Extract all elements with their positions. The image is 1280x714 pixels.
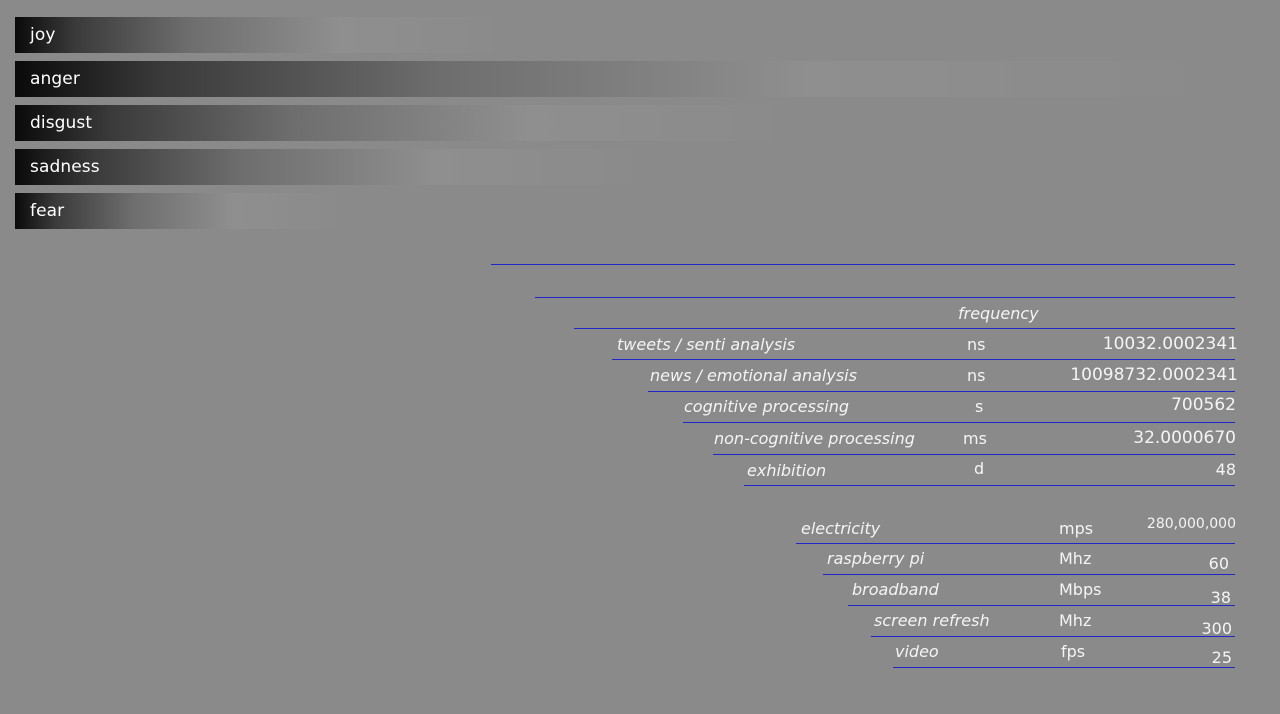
row-unit: ns <box>967 335 986 354</box>
row-unit: Mhz <box>1059 611 1092 630</box>
emotion-bar-joy: joy <box>15 17 515 53</box>
row-name: video <box>895 642 939 661</box>
rule-line <box>491 264 1235 265</box>
rule-line <box>713 454 1235 455</box>
emotion-bar-fear: fear <box>15 193 351 229</box>
emotion-label: fear <box>30 201 65 221</box>
row-name: screen refresh <box>874 611 990 630</box>
rule-line <box>871 636 1235 637</box>
row-value: 25 <box>1211 648 1232 667</box>
row-value: 48 <box>1215 460 1236 479</box>
row-unit: Mhz <box>1059 549 1092 568</box>
emotion-bar-fill <box>15 149 662 185</box>
row-unit: fps <box>1061 642 1086 661</box>
rule-line <box>683 422 1235 423</box>
row-value: 700562 <box>1171 395 1236 415</box>
row-value: 10032.0002341 <box>1102 334 1238 354</box>
rule-line <box>574 328 1235 329</box>
emotion-bar-sadness: sadness <box>15 149 662 185</box>
row-unit: s <box>975 397 984 416</box>
rule-line <box>893 667 1235 668</box>
row-unit: d <box>974 459 985 478</box>
row-name: tweets / senti analysis <box>617 335 796 354</box>
row-name: cognitive processing <box>684 397 850 416</box>
row-value: 32.0000670 <box>1133 428 1236 448</box>
rule-line <box>744 485 1235 486</box>
row-unit: ms <box>963 429 987 448</box>
emotion-label: sadness <box>30 157 100 177</box>
emotion-label: disgust <box>30 113 93 133</box>
row-value: 10098732.0002341 <box>1070 365 1238 385</box>
row-name: news / emotional analysis <box>650 366 857 385</box>
rule-line <box>796 543 1235 544</box>
emotion-bar-fill <box>15 61 1235 97</box>
row-name: broadband <box>852 580 939 599</box>
rule-line <box>648 391 1235 392</box>
rule-line <box>848 605 1235 606</box>
row-unit: Mbps <box>1059 580 1102 599</box>
row-value: 38 <box>1210 588 1231 607</box>
row-name: non-cognitive processing <box>714 429 915 448</box>
emotion-bar-disgust: disgust <box>15 105 808 141</box>
rule-line <box>612 359 1235 360</box>
row-value: 280,000,000 <box>1146 516 1236 532</box>
frequency-header: frequency <box>958 304 1039 323</box>
emotion-bar-fill <box>15 193 351 229</box>
emotion-bar-anger: anger <box>15 61 1235 97</box>
row-name: raspberry pi <box>827 549 925 568</box>
rule-line <box>823 574 1235 575</box>
row-name: electricity <box>801 519 881 538</box>
rule-line <box>535 297 1235 298</box>
emotion-label: anger <box>30 69 80 89</box>
emotion-bar-fill <box>15 17 515 53</box>
emotion-label: joy <box>30 25 56 45</box>
row-unit: mps <box>1059 519 1094 538</box>
emotion-bar-fill <box>15 105 808 141</box>
row-unit: ns <box>967 366 986 385</box>
row-value: 60 <box>1208 554 1229 573</box>
row-name: exhibition <box>747 461 827 480</box>
row-value: 300 <box>1201 619 1232 638</box>
